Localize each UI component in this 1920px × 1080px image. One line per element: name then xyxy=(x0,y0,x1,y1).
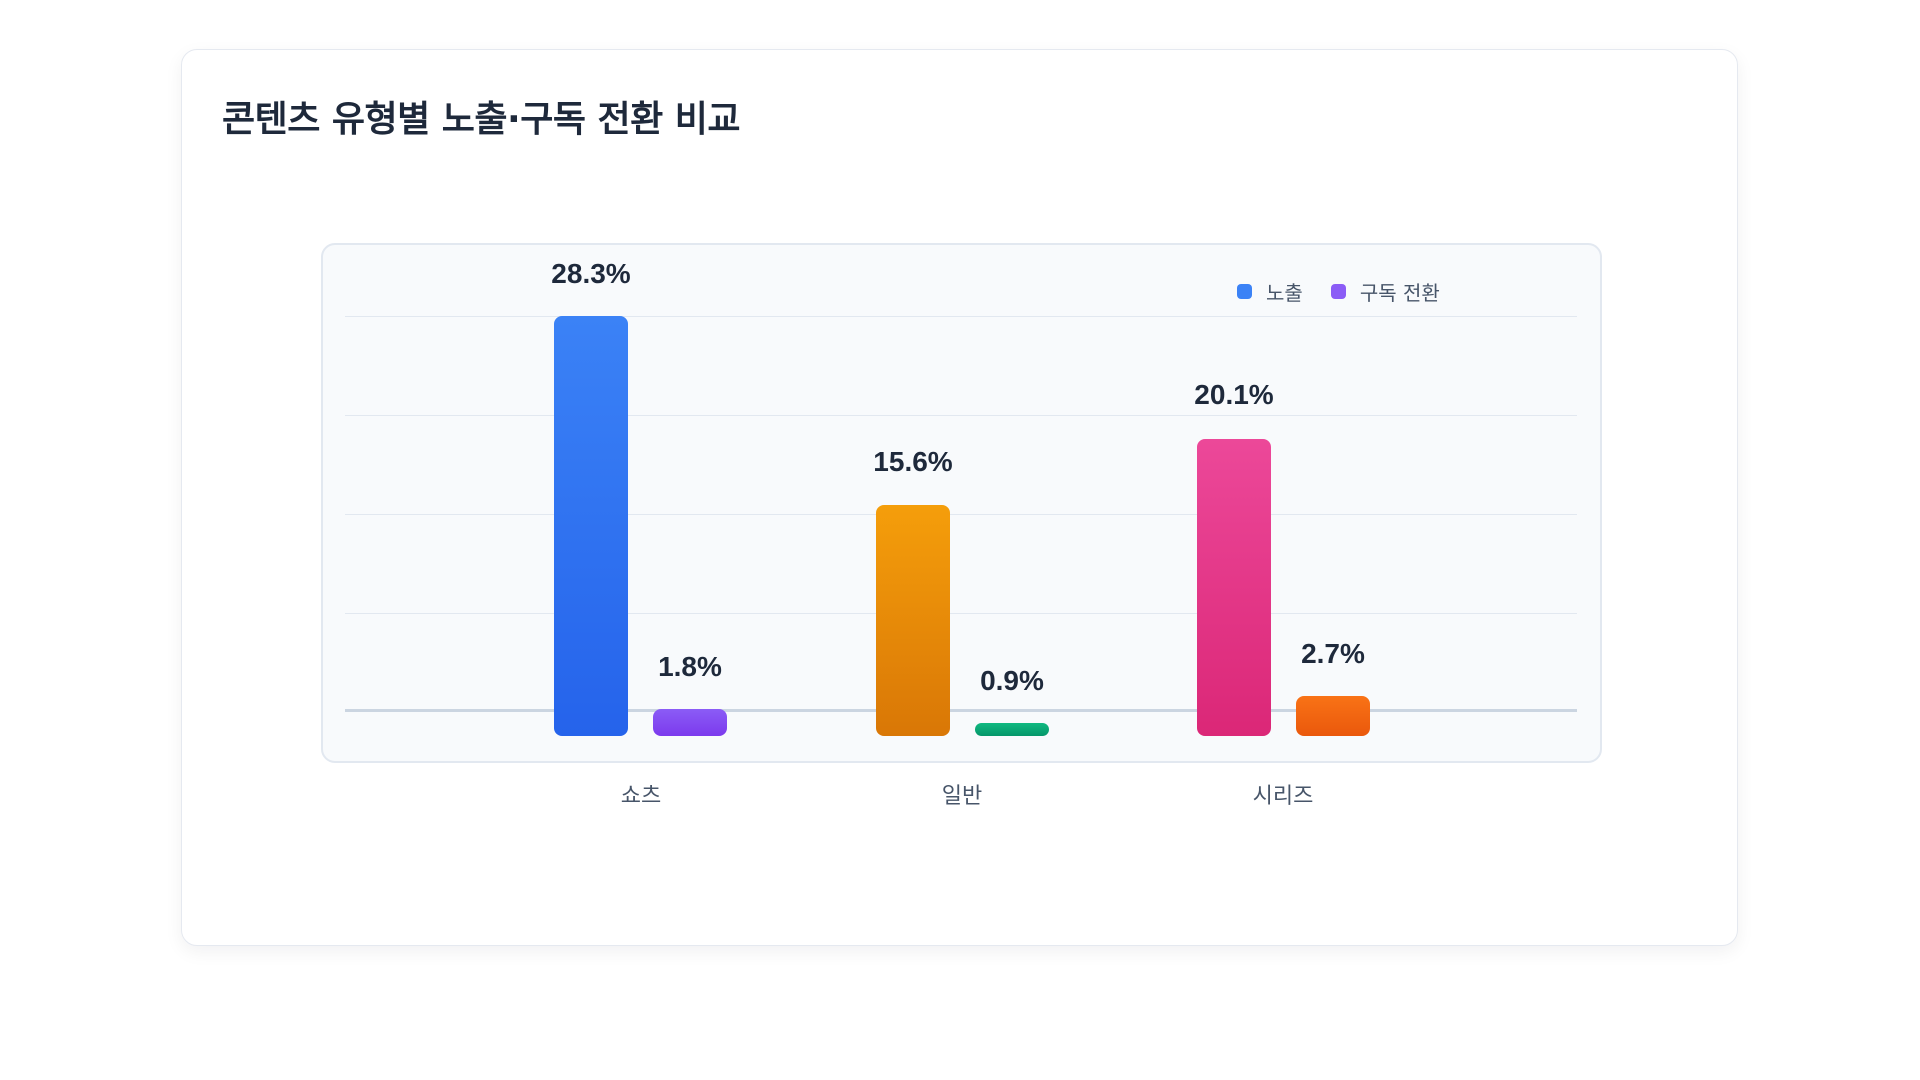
bar-series-conversion[interactable] xyxy=(1296,696,1370,736)
plot-area xyxy=(321,243,1602,763)
chart-card: 콘텐츠 유형별 노출·구독 전환 비교 노출 구독 전환 28.3% 1.8% … xyxy=(181,49,1738,946)
x-tick-label-shorts: 쇼츠 xyxy=(620,784,662,809)
chart-title: 콘텐츠 유형별 노출·구독 전환 비교 xyxy=(222,99,741,140)
gridline xyxy=(345,415,1577,416)
gridline xyxy=(345,316,1577,317)
data-label: 28.3% xyxy=(551,258,631,289)
bar-general-conversion[interactable] xyxy=(975,723,1049,736)
gridline xyxy=(345,613,1577,614)
x-tick-label-series: 시리즈 xyxy=(1252,784,1314,809)
data-label: 2.7% xyxy=(1301,638,1365,669)
legend-label: 노출 xyxy=(1266,281,1303,305)
bar-series-impressions[interactable] xyxy=(1197,439,1271,736)
x-tick-label-general: 일반 xyxy=(941,784,983,809)
data-label: 15.6% xyxy=(873,446,953,477)
gridline xyxy=(345,514,1577,515)
x-axis-baseline xyxy=(345,709,1577,712)
legend-item-conversion[interactable]: 구독 전환 xyxy=(1330,277,1440,306)
bar-shorts-impressions[interactable] xyxy=(554,316,628,736)
bar-shorts-conversion[interactable] xyxy=(653,709,727,736)
legend: 노출 구독 전환 xyxy=(1237,277,1440,306)
bar-general-impressions[interactable] xyxy=(876,505,950,736)
legend-swatch-icon xyxy=(1237,284,1252,299)
data-label: 20.1% xyxy=(1194,379,1274,410)
data-label: 0.9% xyxy=(980,665,1044,696)
legend-swatch-icon xyxy=(1330,284,1346,299)
data-label: 1.8% xyxy=(658,651,722,682)
legend-item-impressions[interactable]: 노출 xyxy=(1237,277,1303,306)
legend-label: 구독 전환 xyxy=(1359,281,1440,305)
